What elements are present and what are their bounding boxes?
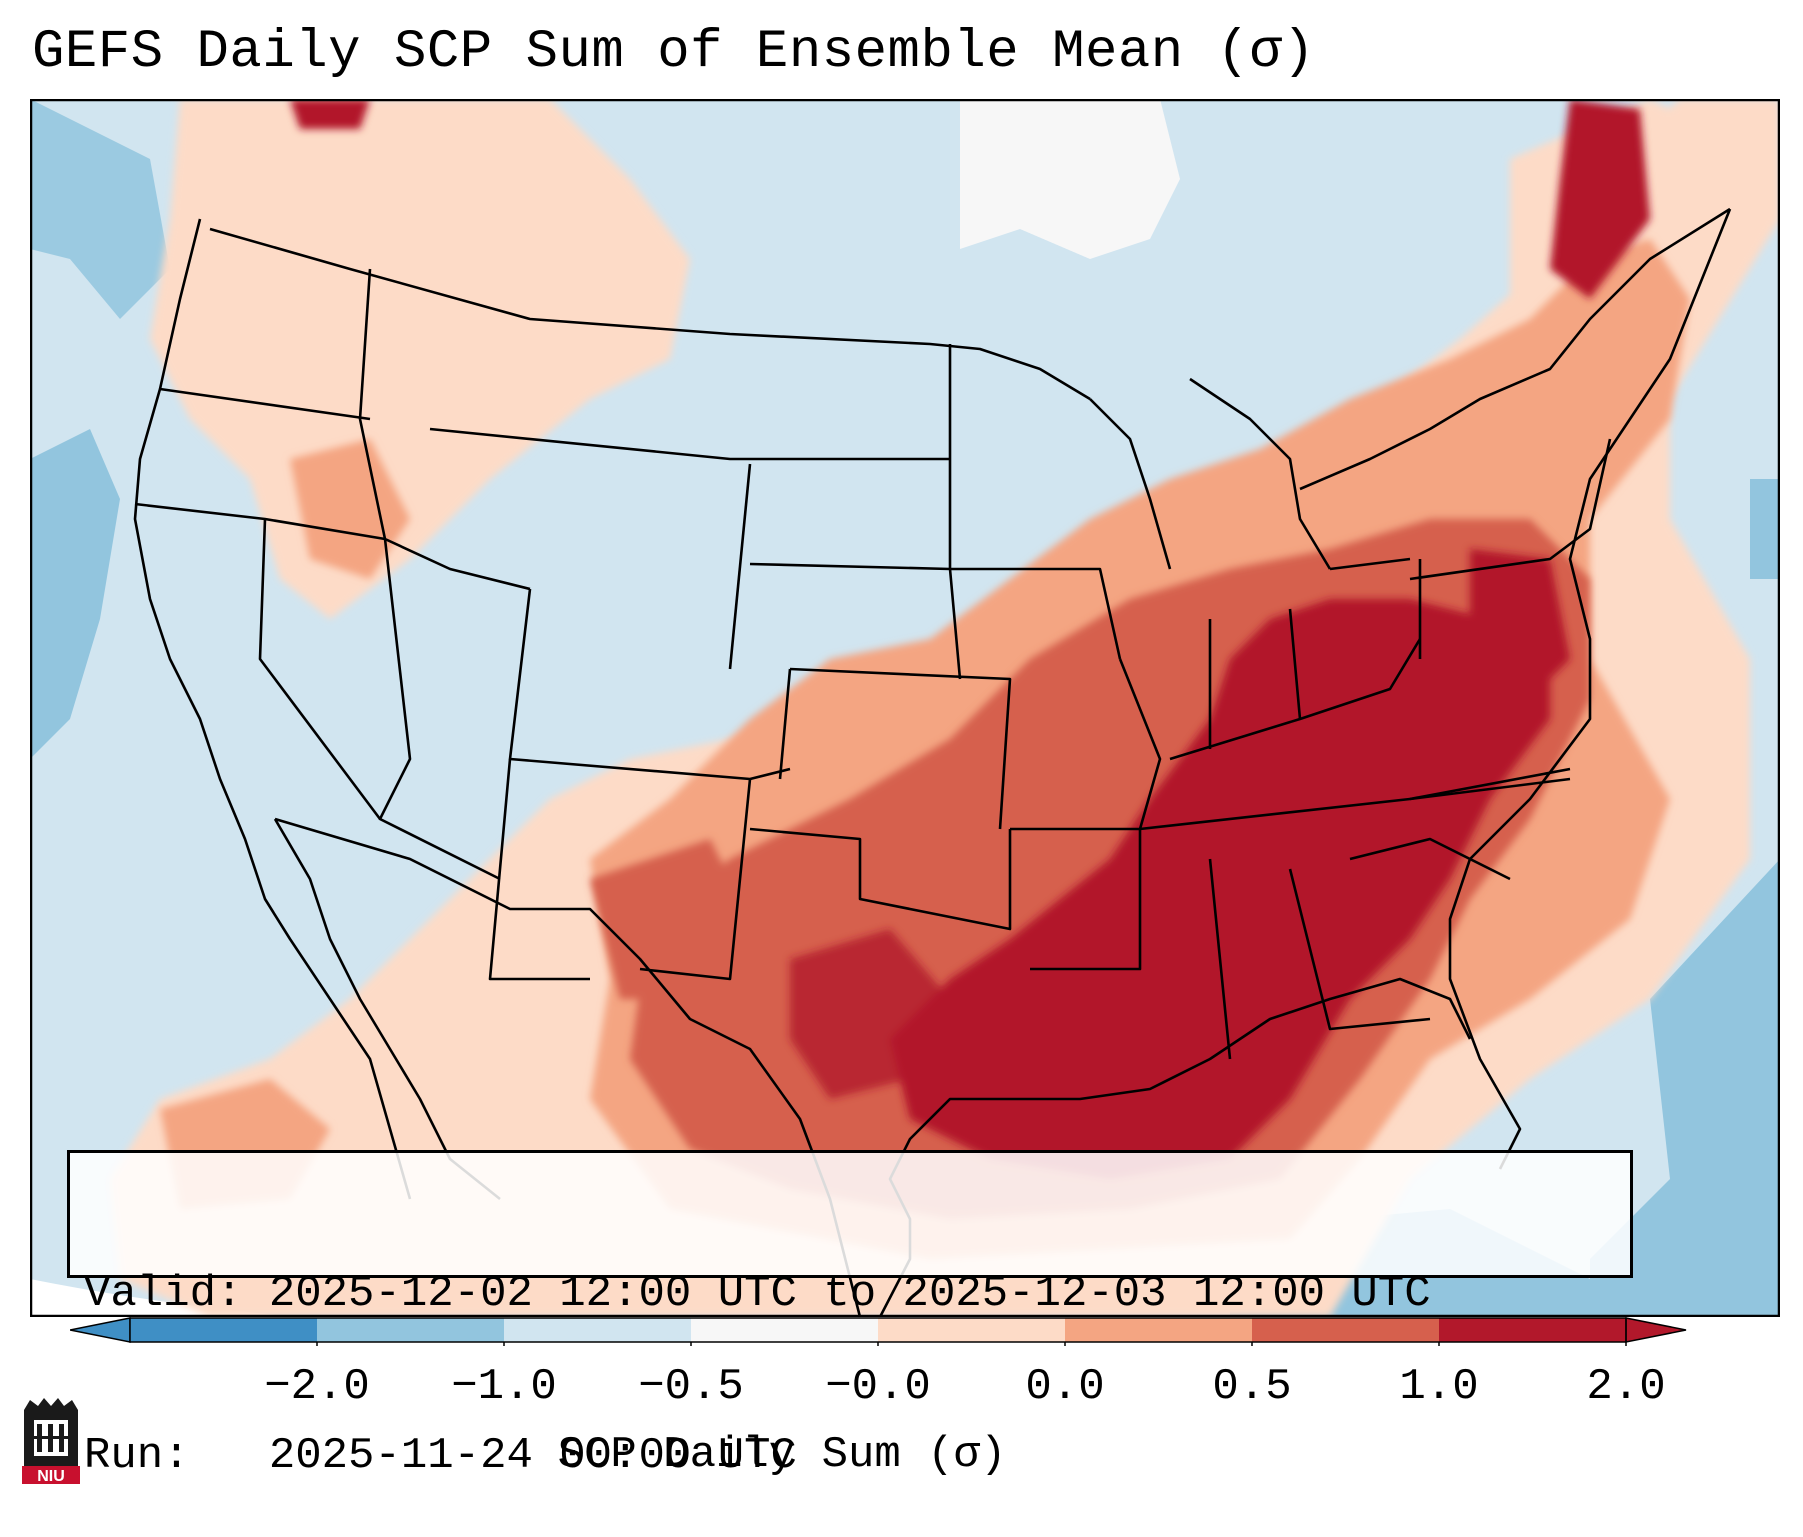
colorbar-tick-label: 2.0 — [1586, 1362, 1666, 1412]
outside-domain — [30, 1279, 300, 1317]
pacific-negative-area — [30, 429, 120, 759]
ok-tx-line — [749, 827, 1012, 931]
colorbar-extend-low — [70, 1317, 131, 1343]
extreme-positive-areas — [290, 99, 1650, 1179]
ut-co-line — [508, 588, 791, 781]
east-negative-patch — [1750, 479, 1780, 579]
colorbar-segment — [1065, 1318, 1252, 1342]
colorbar-segment — [317, 1318, 504, 1342]
colorbar-segment — [130, 1318, 317, 1342]
colorbar-tick-label: 0.5 — [1212, 1362, 1292, 1412]
ks-ne-line — [789, 667, 1012, 830]
valid-run-info-box: Valid: 2025-12-02 12:00 UTC to 2025-12-0… — [67, 1150, 1633, 1481]
va-nc-line — [1409, 767, 1571, 801]
colorbar-extend-high — [1625, 1317, 1687, 1343]
colorbar-segment — [504, 1318, 691, 1342]
colorbar-segment — [1252, 1318, 1439, 1342]
mt-wy-line — [429, 427, 950, 461]
mo-ar-line — [1010, 658, 1162, 831]
mn-ia-line — [948, 344, 1122, 660]
colorbar-segment — [691, 1318, 878, 1342]
southeast-extreme-area — [890, 599, 1550, 1179]
sc-nc-line — [1349, 837, 1511, 881]
colorbar-label: SCP Daily Sum (σ) — [557, 1430, 1007, 1480]
texas-extreme-area — [790, 929, 950, 1099]
pacific-nw-weak-area — [150, 99, 690, 619]
pacific-nw-negative-area — [30, 99, 170, 319]
negative-anomaly-areas — [30, 99, 1780, 1317]
northeast-extreme-area — [1550, 99, 1650, 299]
ca-nv-line — [258, 518, 382, 820]
colorbar-tick-label: −2.0 — [264, 1362, 370, 1412]
colorbar-segment — [878, 1318, 1065, 1342]
canada-border-east — [1299, 207, 1731, 491]
pa-ny-line — [1409, 438, 1612, 581]
az-nm-line — [488, 758, 590, 981]
colorbar-tick-label: −0.5 — [638, 1362, 744, 1412]
dakotas-line — [728, 463, 752, 670]
al-ga-line — [1208, 858, 1431, 1060]
colorbar-tick-label: −1.0 — [451, 1362, 557, 1412]
colorbar-tick-label: −0.0 — [825, 1362, 931, 1412]
map-panel — [30, 99, 1780, 1317]
map-canvas — [30, 99, 1780, 1317]
chart-title: GEFS Daily SCP Sum of Ensemble Mean (σ) — [32, 22, 1316, 83]
svg-text:NIU: NIU — [37, 1468, 65, 1485]
wa-or-line — [159, 387, 371, 421]
ky-oh-line — [1169, 638, 1422, 761]
il-in-oh-line — [1208, 559, 1422, 749]
valid-time-text: Valid: 2025-12-02 12:00 UTC to 2025-12-0… — [84, 1269, 1431, 1319]
west-coast-line — [133, 218, 412, 1200]
colorbar — [70, 1317, 1687, 1346]
la-ms-line — [1030, 829, 1142, 971]
nm-tx-line — [639, 778, 752, 981]
neutral-area-north — [960, 99, 1180, 259]
atlantic-negative-area — [1590, 859, 1780, 1317]
map-border — [30, 99, 1780, 1317]
niu-logo: NIU — [22, 1398, 80, 1485]
west-moderate-patch — [290, 439, 410, 579]
mid-atlantic-extreme-area — [1470, 549, 1570, 699]
pacific-nw-extreme-patch — [290, 99, 370, 129]
colorbar-tick-label: 0.0 — [1025, 1362, 1105, 1412]
baja-line — [273, 818, 501, 1201]
canada-border-west — [209, 227, 1091, 401]
great-lakes-line — [1089, 377, 1411, 571]
colorbar-segment — [1439, 1318, 1626, 1342]
colorbar-tick-label: 1.0 — [1399, 1362, 1479, 1412]
nv-ut-az-line — [378, 538, 501, 881]
run-time-text: Run: 2025-11-24 00:00 UTC — [84, 1431, 797, 1481]
atlantic-coast-line — [1448, 208, 1732, 1170]
co-ks-line — [778, 668, 792, 780]
southern-plains-strong-area — [590, 839, 750, 999]
